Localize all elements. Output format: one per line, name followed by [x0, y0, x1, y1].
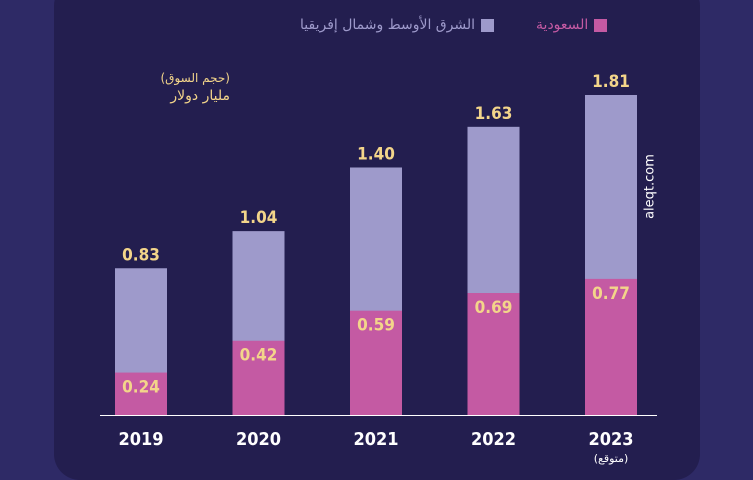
- value-label-mena-2020: 1.04: [240, 208, 278, 228]
- labels-group: 0.83 0.24 2019 1.04 0.42 2020 1.40 0.59 2021 1.63…: [118, 72, 633, 450]
- value-label-mena-2021: 1.40: [357, 144, 395, 164]
- value-label-saudi-2020: 0.42: [240, 346, 278, 366]
- value-label-mena-2023: 1.81: [592, 72, 630, 92]
- value-label-saudi-2023: 0.77: [592, 284, 630, 304]
- value-label-mena-2022: 1.63: [475, 104, 513, 124]
- unit-note: (حجم السوق) مليار دولار: [128, 70, 230, 106]
- legend-swatch-saudi: [594, 18, 608, 32]
- x-note-forecast: (متوقع): [593, 452, 629, 465]
- legend-label-saudi: السعودية: [536, 17, 589, 33]
- bar-chart: 0.83 0.24 2019 1.04 0.42 2020 1.40 0.59 2021 1.63…: [100, 72, 657, 450]
- legend-label-mena: الشرق الأوسط وشمال إفريقيا: [300, 17, 476, 33]
- bars-group: [115, 95, 637, 415]
- legend-item-saudi: السعودية: [536, 17, 608, 33]
- value-label-saudi-2019: 0.24: [122, 378, 160, 398]
- bar-saudi-2021: [350, 310, 402, 415]
- bar-saudi-2020: [232, 340, 285, 415]
- value-label-saudi-2022: 0.69: [475, 298, 513, 318]
- value-label-saudi-2021: 0.59: [357, 316, 395, 336]
- x-tick-label-2021: 2021: [353, 429, 398, 450]
- bar-saudi-2023: [585, 278, 637, 415]
- bar-saudi-2019: [115, 372, 167, 415]
- legend-item-mena: الشرق الأوسط وشمال إفريقيا: [300, 17, 495, 33]
- legend-swatch-mena: [481, 18, 495, 32]
- unit-note-line2: مليار دولار: [170, 88, 230, 104]
- x-tick-label-2020: 2020: [236, 429, 281, 450]
- legend: السعودية الشرق الأوسط وشمال إفريقيا: [300, 14, 608, 36]
- bar-saudi-2022: [467, 293, 520, 415]
- x-tick-label-2023: 2023: [588, 429, 633, 450]
- value-label-mena-2019: 0.83: [122, 245, 160, 265]
- x-tick-label-2022: 2022: [471, 429, 516, 450]
- unit-note-line1: (حجم السوق): [160, 71, 230, 85]
- x-tick-label-2019: 2019: [118, 429, 163, 450]
